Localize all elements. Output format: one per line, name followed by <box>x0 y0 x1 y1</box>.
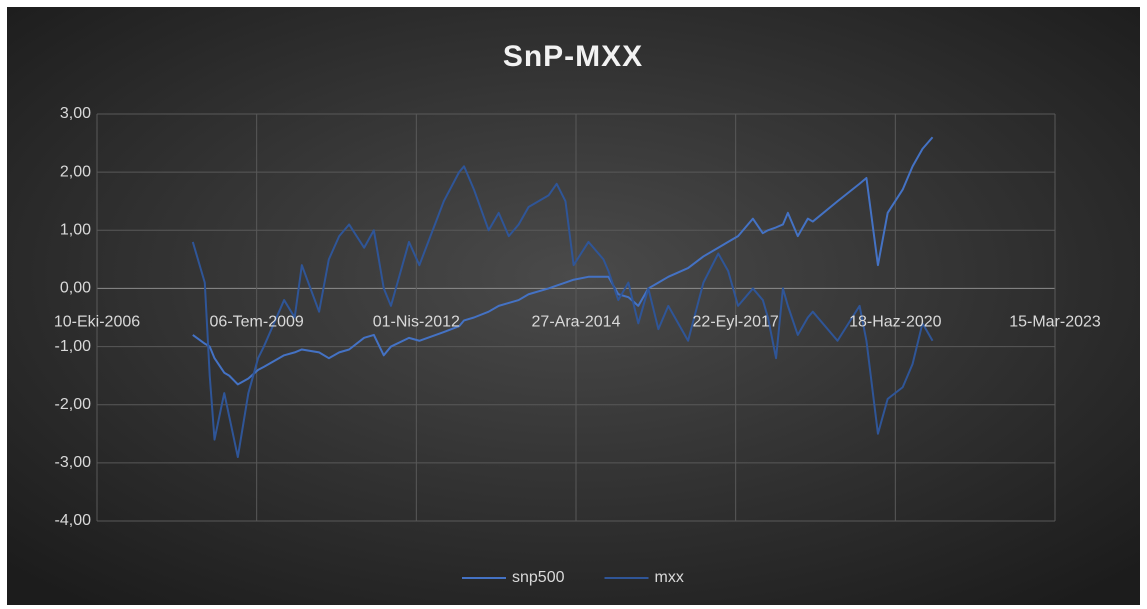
y-tick-label: 0,00 <box>60 280 91 297</box>
y-tick-label: 2,00 <box>60 163 91 180</box>
x-tick-label: 27-Ara-2014 <box>532 314 621 331</box>
chart-title: SnP-MXX <box>503 40 643 73</box>
y-tick-label: -4,00 <box>55 512 92 529</box>
legend: snp500 mxx <box>462 569 684 586</box>
x-tick-label: 18-Haz-2020 <box>849 314 942 331</box>
grid <box>96 113 1056 522</box>
y-tick-label: -3,00 <box>55 454 92 471</box>
y-tick-label: 1,00 <box>60 222 91 239</box>
plot-lines <box>191 136 934 459</box>
y-tick-label: -2,00 <box>55 396 92 413</box>
series-line <box>192 136 934 386</box>
y-tick-label: 3,00 <box>60 105 91 122</box>
legend-label: mxx <box>655 569 684 586</box>
y-tick-label: -1,00 <box>55 338 92 355</box>
x-tick-label: 15-Mar-2023 <box>1009 314 1101 331</box>
x-tick-label: 22-Eyl-2017 <box>693 314 779 331</box>
x-tick-label: 01-Nis-2012 <box>373 314 460 331</box>
axis-labels: -4,00 -3,00 -2,00 -1,00 0,00 1,00 2,00 3,00 10-E… <box>54 105 1101 529</box>
chart-background <box>7 7 1140 605</box>
x-tick-label: 10-Eki-2006 <box>54 314 140 331</box>
x-tick-label: 06-Tem-2009 <box>210 314 304 331</box>
legend-label: snp500 <box>512 569 565 586</box>
series-line <box>191 165 934 459</box>
